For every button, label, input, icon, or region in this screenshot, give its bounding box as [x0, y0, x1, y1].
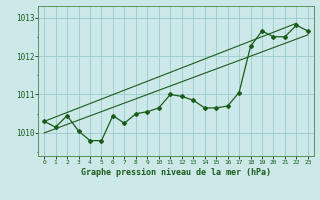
- X-axis label: Graphe pression niveau de la mer (hPa): Graphe pression niveau de la mer (hPa): [81, 168, 271, 177]
